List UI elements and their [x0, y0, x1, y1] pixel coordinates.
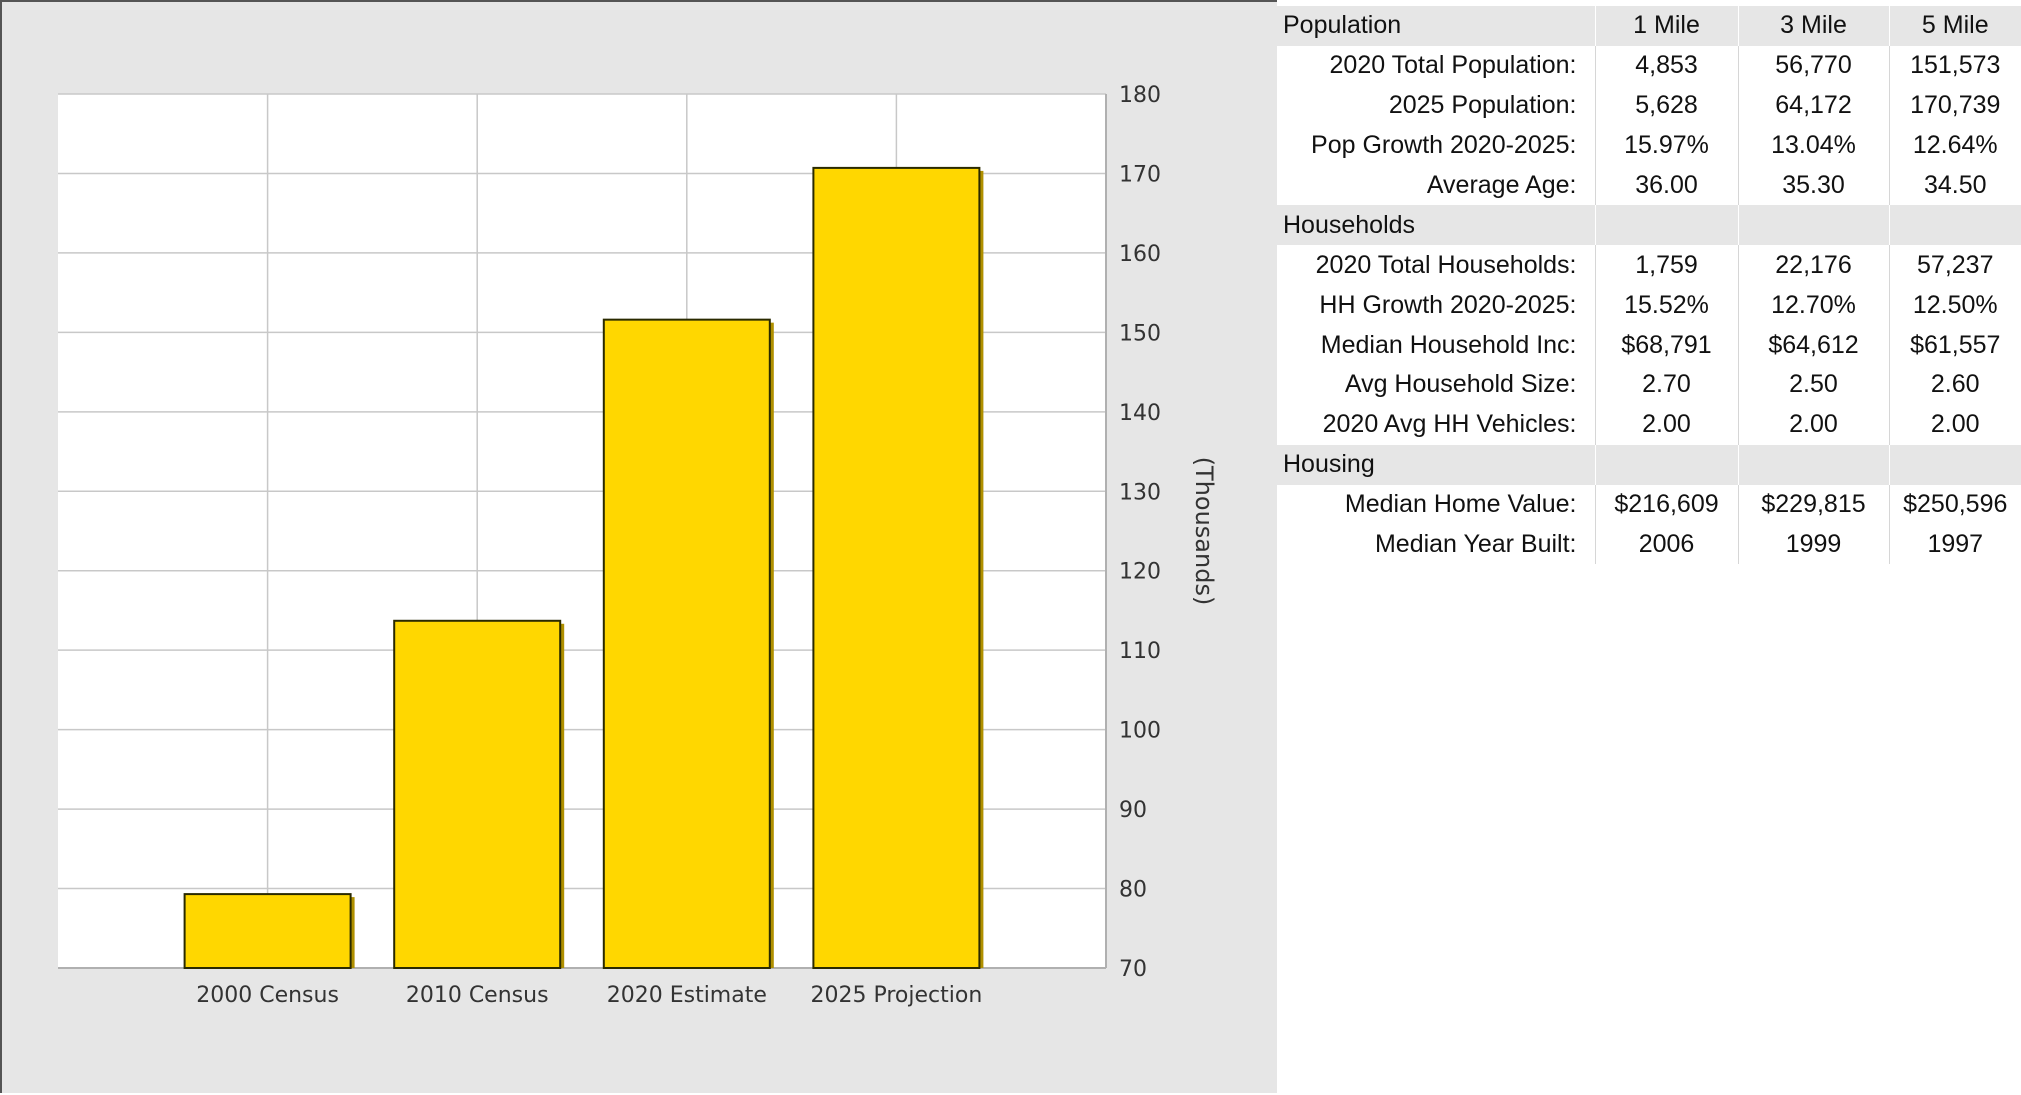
- table-row: 2020 Total Population: 4,853 56,770 151,573: [1277, 45, 2021, 86]
- section-header-row: Population 1 Mile 3 Mile 5 Mile: [1277, 6, 2021, 46]
- section-header-cell: [1594, 205, 1738, 246]
- x-tick-label: 2025 Projection: [811, 983, 983, 1008]
- row-value: $216,609: [1594, 484, 1738, 525]
- bar: [393, 619, 562, 969]
- row-label: Median Home Value:: [1344, 490, 1577, 519]
- y-tick-label: 160: [1119, 242, 1161, 267]
- column-header: 5 Mile: [1888, 6, 2021, 46]
- row-value: 2.50: [1737, 365, 1889, 405]
- population-bar-chart: 2000 Census 2010 Census 2020 Estimate 2025 …: [58, 83, 1218, 1008]
- row-label: Median Household Inc:: [1320, 330, 1577, 359]
- row-value: 170,739: [1888, 85, 2021, 126]
- y-tick-label: 90: [1119, 798, 1147, 823]
- y-tick-label: 70: [1119, 957, 1147, 982]
- y-tick-label: 140: [1119, 401, 1161, 426]
- y-tick-label: 100: [1119, 719, 1161, 744]
- y-tick-label: 150: [1119, 321, 1161, 346]
- table-row: HH Growth 2020-2025: 15.52% 12.70% 12.50%: [1277, 285, 2021, 326]
- row-value: 12.64%: [1888, 125, 2021, 166]
- row-value: $64,612: [1737, 325, 1889, 366]
- row-value: 15.97%: [1594, 125, 1738, 166]
- row-value: 4,853: [1594, 45, 1738, 86]
- bar: [183, 893, 352, 970]
- section-header-row: Households: [1277, 205, 2021, 246]
- bar: [812, 166, 981, 970]
- y-tick-label: 80: [1119, 878, 1147, 903]
- x-tick-label: 2000 Census: [196, 983, 339, 1008]
- row-label: 2020 Avg HH Vehicles:: [1322, 410, 1577, 439]
- row-label: Median Year Built:: [1374, 530, 1577, 559]
- y-tick-label: 110: [1119, 639, 1161, 664]
- row-label: 2025 Population:: [1388, 91, 1577, 120]
- row-value: 57,237: [1888, 245, 2021, 286]
- table-row: Median Household Inc: $68,791 $64,612 $61,5…: [1277, 325, 2021, 366]
- row-value: 2.00: [1888, 404, 2021, 445]
- row-value: 64,172: [1737, 85, 1889, 126]
- row-value: 1999: [1737, 524, 1889, 565]
- row-value: 12.70%: [1737, 285, 1889, 326]
- row-value: 36.00: [1594, 165, 1738, 206]
- y-tick-label: 120: [1119, 560, 1161, 585]
- section-title: Population: [1277, 6, 1595, 46]
- row-value: $61,557: [1888, 325, 2021, 366]
- section-header-cell: [1737, 205, 1889, 246]
- row-value: 15.52%: [1594, 285, 1738, 326]
- bar: [602, 318, 771, 970]
- table-row: Pop Growth 2020-2025: 15.97% 13.04% 12.64%: [1277, 125, 2021, 166]
- section-header-cell: [1737, 444, 1889, 485]
- row-value: 5,628: [1594, 85, 1738, 126]
- section-header-row: Housing: [1277, 444, 2021, 485]
- section-title: Households: [1277, 205, 1595, 246]
- y-tick-label: 180: [1119, 83, 1161, 108]
- row-value: 13.04%: [1737, 125, 1889, 166]
- row-label: 2020 Total Households:: [1315, 250, 1577, 279]
- x-tick-label: 2010 Census: [406, 983, 549, 1008]
- row-value: 2.70: [1594, 365, 1738, 405]
- row-label: Pop Growth 2020-2025:: [1311, 131, 1577, 160]
- table-row: Median Year Built: 2006 1999 1997: [1277, 524, 2021, 565]
- table-row: Median Home Value: $216,609 $229,815 $250,5…: [1277, 484, 2021, 525]
- demographics-table: Population 1 Mile 3 Mile 5 Mile 2020 Total P…: [1277, 6, 2021, 565]
- row-value: 2006: [1594, 524, 1738, 565]
- y-axis-label: (Thousands): [1190, 457, 1218, 606]
- row-label: HH Growth 2020-2025:: [1319, 290, 1577, 319]
- table-row: Average Age: 36.00 35.30 34.50: [1277, 165, 2021, 206]
- row-value: 56,770: [1737, 45, 1889, 86]
- row-value: 34.50: [1888, 165, 2021, 206]
- table-row: Avg Household Size: 2.70 2.50 2.60: [1277, 365, 2021, 405]
- row-value: $229,815: [1737, 484, 1889, 525]
- chart-panel: 2000 Census 2010 Census 2020 Estimate 2025 …: [0, 0, 1277, 1093]
- x-tick-label: 2020 Estimate: [607, 983, 767, 1008]
- row-value: 2.00: [1594, 404, 1738, 445]
- row-value: 12.50%: [1888, 285, 2021, 326]
- row-value: 1,759: [1594, 245, 1738, 286]
- row-value: 151,573: [1888, 45, 2021, 86]
- section-title: Housing: [1277, 444, 1595, 485]
- section-header-cell: [1594, 444, 1738, 485]
- table-row: 2020 Avg HH Vehicles: 2.00 2.00 2.00: [1277, 404, 2021, 445]
- y-tick-label: 130: [1119, 480, 1161, 505]
- column-header: 1 Mile: [1594, 6, 1738, 46]
- table-row: 2025 Population: 5,628 64,172 170,739: [1277, 85, 2021, 126]
- row-value: 22,176: [1737, 245, 1889, 286]
- row-label: Average Age:: [1426, 171, 1577, 199]
- section-header-cell: [1888, 205, 2021, 246]
- row-value: $250,596: [1888, 484, 2021, 525]
- row-value: 2.60: [1888, 365, 2021, 405]
- row-value: 35.30: [1737, 165, 1889, 206]
- table-row: 2020 Total Households: 1,759 22,176 57,237: [1277, 245, 2021, 286]
- y-tick-label: 170: [1119, 162, 1161, 187]
- row-value: $68,791: [1594, 325, 1738, 366]
- row-label: Avg Household Size:: [1344, 370, 1577, 399]
- column-header: 3 Mile: [1737, 6, 1889, 46]
- row-label: 2020 Total Population:: [1329, 51, 1577, 80]
- section-header-cell: [1888, 444, 2021, 485]
- row-value: 2.00: [1737, 404, 1889, 445]
- row-value: 1997: [1888, 524, 2021, 565]
- demographics-table-body: Population 1 Mile 3 Mile 5 Mile 2020 Total P…: [1277, 6, 2021, 565]
